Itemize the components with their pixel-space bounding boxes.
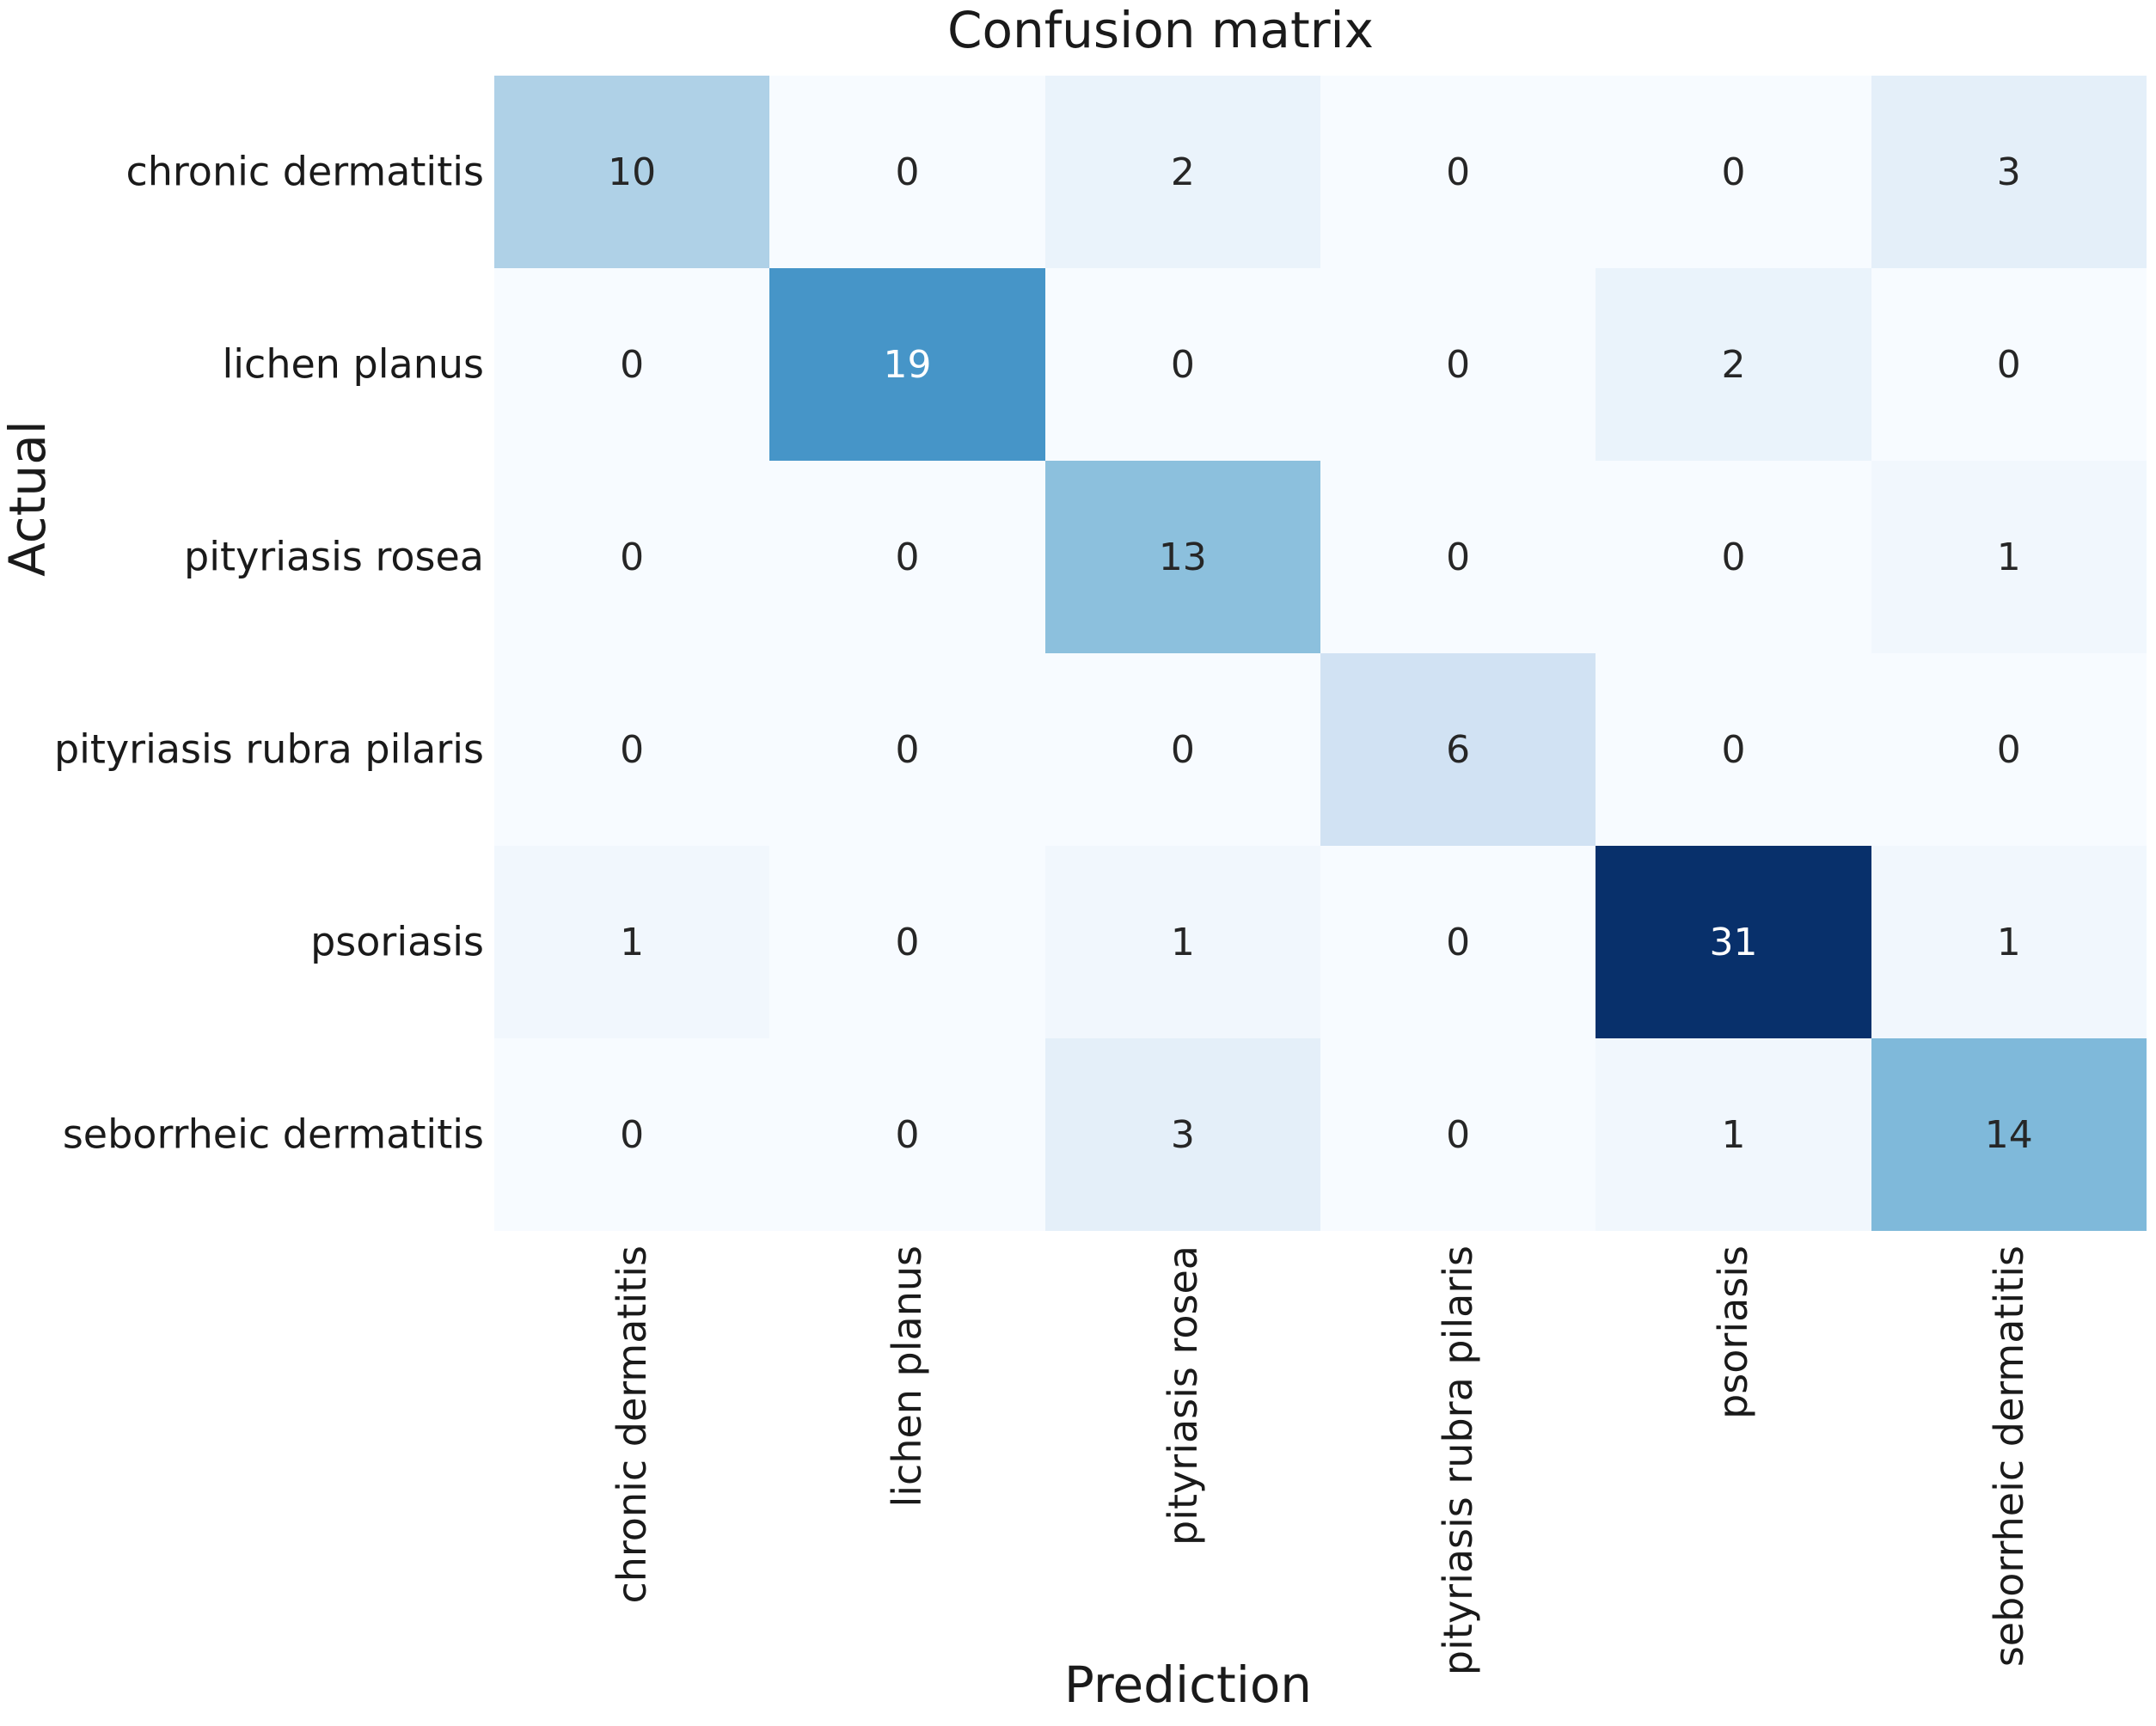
heatmap-cell: 0 (494, 268, 770, 461)
x-tick-label-slot: psoriasis (1596, 1246, 1871, 1419)
heatmap-cell: 31 (1596, 846, 1871, 1038)
heatmap-cell: 0 (1320, 1038, 1596, 1231)
x-tick-label-slot: lichen planus (769, 1246, 1044, 1508)
heatmap-cell: 0 (769, 1038, 1045, 1231)
heatmap-cell: 1 (494, 846, 770, 1038)
heatmap-cell: 14 (1871, 1038, 2147, 1231)
x-tick-label-slot: seborrheic dermatitis (1871, 1246, 2147, 1667)
heatmap-cell: 0 (1320, 268, 1596, 461)
heatmap-cell: 0 (1596, 653, 1871, 846)
heatmap-cell: 1 (1871, 846, 2147, 1038)
heatmap-cell: 0 (494, 461, 770, 653)
heatmap-cell: 1 (1871, 461, 2147, 653)
x-axis-label: Prediction (1063, 1656, 1313, 1714)
heatmap-cell: 0 (1320, 846, 1596, 1038)
heatmap-cell: 0 (1596, 76, 1871, 268)
y-tick-label: pityriasis rosea (184, 533, 484, 580)
heatmap-cell: 0 (769, 653, 1045, 846)
heatmap-cell: 0 (1044, 268, 1320, 461)
y-tick-label: lichen planus (222, 340, 484, 388)
x-tick-label: chronic dermatitis (608, 1246, 655, 1604)
x-tick-label-slot: pityriasis rubra pilaris (1320, 1246, 1596, 1675)
y-tick-label: pityriasis rubra pilaris (53, 725, 484, 773)
heatmap-cell: 0 (494, 1038, 770, 1231)
heatmap-cell: 0 (1320, 461, 1596, 653)
heatmap-cell: 0 (769, 76, 1045, 268)
heatmap-cell: 10 (494, 76, 770, 268)
y-tick-label: seborrheic dermatitis (62, 1111, 484, 1158)
heatmap-cell: 0 (1871, 268, 2147, 461)
heatmap-cell: 19 (769, 268, 1045, 461)
heatmap-cell: 1 (1044, 846, 1320, 1038)
y-tick-label: psoriasis (310, 918, 484, 965)
heatmap-cell: 0 (769, 846, 1045, 1038)
heatmap-cell: 3 (1871, 76, 2147, 268)
heatmap-cell: 1 (1596, 1038, 1871, 1231)
x-tick-label: pityriasis rubra pilaris (1434, 1246, 1481, 1676)
heatmap-cell: 13 (1044, 461, 1320, 653)
heatmap-cell: 2 (1596, 268, 1871, 461)
x-tick-label: pityriasis rosea (1159, 1246, 1206, 1545)
x-tick-label: seborrheic dermatitis (1985, 1246, 2032, 1668)
heatmap-cell: 2 (1044, 76, 1320, 268)
heatmap-grid: 10 0 2 0 0 3 0 19 0 0 2 0 0 0 13 0 0 1 0 0 0 6 0 0 1 0 1 0 31 1 0 0 3 0 1 1… (494, 76, 2147, 1231)
heatmap-cell: 0 (1320, 76, 1596, 268)
x-tick-label-slot: pityriasis rosea (1045, 1246, 1320, 1545)
y-tick-label: chronic dermatitis (126, 148, 484, 195)
x-tick-label-slot: chronic dermatitis (494, 1246, 769, 1604)
heatmap-cell: 0 (1596, 461, 1871, 653)
heatmap-cell: 0 (1871, 653, 2147, 846)
x-tick-label: lichen planus (884, 1246, 931, 1508)
heatmap-cell: 0 (494, 653, 770, 846)
x-tick-label: psoriasis (1710, 1246, 1757, 1419)
heatmap-cell: 0 (769, 461, 1045, 653)
heatmap-cell: 6 (1320, 653, 1596, 846)
chart-title: Confusion matrix (946, 1, 1375, 59)
heatmap-cell: 3 (1044, 1038, 1320, 1231)
heatmap-cell: 0 (1044, 653, 1320, 846)
